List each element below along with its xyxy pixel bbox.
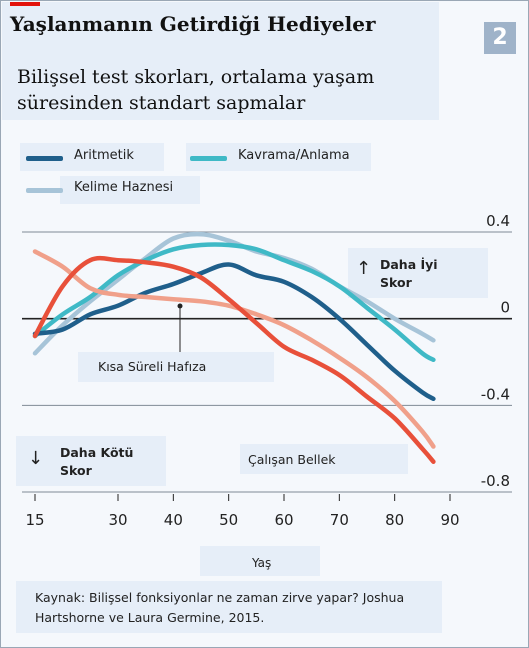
legend-swatch-kelime [26, 188, 63, 193]
legend-label-kavrama: Kavrama/Anlama [238, 148, 350, 163]
y-tick-label: 0 [500, 299, 510, 317]
legend-item-kavrama: Kavrama/Anlama [190, 147, 380, 167]
y-tick-label: -0.8 [481, 472, 510, 490]
legend-swatch-kavrama [190, 156, 227, 161]
subtitle-line-1: Bilişsel test skorları, ortalama yaşam [17, 66, 375, 88]
x-tick-label: 70 [330, 511, 349, 529]
anno-working-memory: Çalışan Bellek [248, 452, 336, 467]
y-tick-label: -0.4 [481, 385, 510, 403]
x-tick-label: 15 [25, 511, 44, 529]
x-tick-label: 90 [440, 511, 459, 529]
source-note: Kaynak: Bilişsel fonksiyonlar ne zaman z… [35, 588, 435, 628]
anno-better-line1: Daha İyi [380, 257, 438, 272]
series-line-aritmetik [32, 262, 436, 402]
x-tick-label: 40 [164, 511, 183, 529]
legend-item-aritmetik: Aritmetik [26, 147, 176, 167]
anno-box-worse [16, 436, 166, 486]
tick-layer: 0.4 0 -0.4 -0.8 15 30 40 50 60 70 80 90 [25, 212, 510, 529]
source-panel [16, 581, 442, 633]
x-tick-label: 60 [274, 511, 293, 529]
anno-worse-line2: Skor [60, 463, 92, 478]
x-tick-label: 50 [219, 511, 238, 529]
short-term-leader-dot [177, 303, 183, 309]
anno-worse-line1: Daha Kötü [60, 445, 134, 460]
anno-box-working [240, 444, 408, 474]
source-line-2: Hartshorne ve Laura Germine, 2015. [35, 610, 265, 625]
series-line-calisan-bellek [32, 255, 436, 464]
legend-item-kelime: Kelime Haznesi [26, 179, 226, 199]
anno-better-line2: Skor [380, 275, 412, 290]
source-line-1: Kaynak: Bilişsel fonksiyonlar ne zaman z… [35, 590, 405, 605]
figure-number-badge: 2 [484, 22, 516, 54]
chart-subtitle: Bilişsel test skorları, ortalama yaşam s… [17, 64, 417, 116]
x-axis-label-bg [200, 546, 320, 576]
legend-label-aritmetik: Aritmetik [74, 148, 134, 163]
anno-box-better [348, 248, 488, 298]
y-tick-label: 0.4 [486, 212, 510, 230]
anno-short-term: Kısa Süreli Hafıza [98, 359, 207, 374]
x-axis-label: Yaş [252, 556, 272, 570]
x-tick-label: 30 [108, 511, 127, 529]
brand-accent-bar [10, 2, 40, 6]
chart-title: Yaşlanmanın Getirdiği Hediyeler [10, 12, 376, 36]
legend-label-kelime: Kelime Haznesi [74, 180, 174, 195]
subtitle-line-2: süresinden standart sapmalar [17, 92, 306, 114]
up-arrow-icon: ↑ [356, 258, 372, 279]
x-tick-label: 80 [385, 511, 404, 529]
anno-box-short-term [78, 352, 274, 382]
down-arrow-icon: ↓ [28, 448, 44, 469]
legend-swatch-aritmetik [26, 156, 63, 161]
series-layer [32, 231, 436, 464]
series-line-kavrama-anlama [32, 242, 436, 363]
header-panel [2, 2, 439, 120]
legend-bg-3 [60, 176, 200, 204]
